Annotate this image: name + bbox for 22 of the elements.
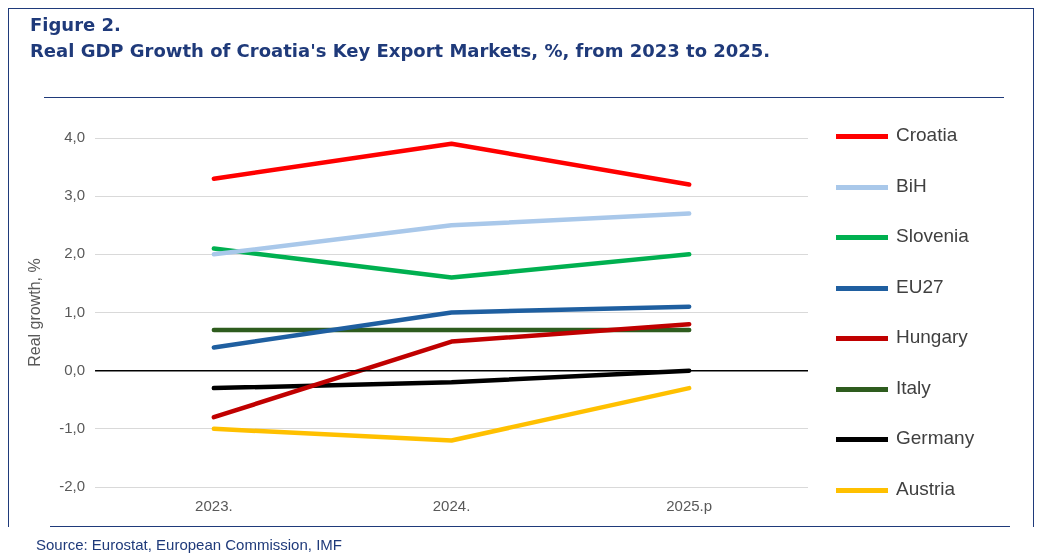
legend-label: Hungary [896, 326, 968, 348]
legend-label: BiH [896, 174, 927, 197]
chart-subtitle: Real GDP Growth of Croatia's Key Export Markets, %, from 2023 to 2025. [30, 40, 771, 61]
x-tick-label: 2023. [195, 497, 233, 515]
y-tick-label: -2,0 [59, 477, 86, 495]
x-tick-label: 2024. [432, 497, 471, 515]
source-note: Source: Eurostat, European Commission, IMF [36, 536, 342, 553]
legend-label: EU27 [896, 275, 944, 298]
legend-label: Germany [896, 427, 975, 449]
chart-title: Figure 2. [30, 14, 121, 35]
legend-label: Italy [896, 376, 931, 399]
y-tick-label: -1,0 [59, 418, 86, 436]
y-tick-label: 1,0 [64, 302, 86, 320]
legend-label: Slovenia [896, 225, 969, 247]
y-tick-label: 3,0 [64, 186, 86, 204]
legend-label: Croatia [896, 124, 958, 146]
y-tick-label: 4,0 [64, 128, 86, 146]
legend-label: Austria [896, 477, 956, 500]
x-tick-label: 2025.p [666, 497, 713, 515]
y-axis-title: Real growth, % [26, 258, 44, 367]
y-tick-label: 0,0 [64, 360, 86, 378]
y-tick-label: 2,0 [64, 244, 86, 262]
